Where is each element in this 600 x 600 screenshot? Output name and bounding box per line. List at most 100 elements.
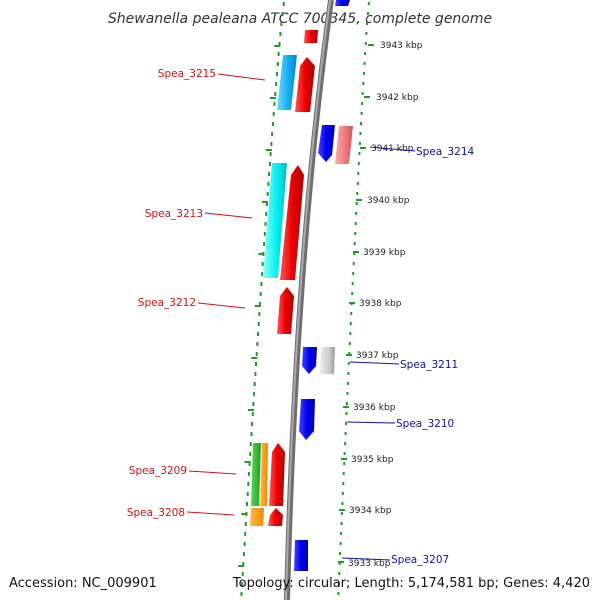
gene-arrow[interactable] xyxy=(335,0,350,6)
tick-label: 3937 kbp xyxy=(356,351,399,361)
gene-label[interactable]: Spea_3208 xyxy=(127,507,185,519)
gene-label[interactable]: Spea_3209 xyxy=(129,465,187,477)
guide-dot xyxy=(246,492,249,496)
gene-block-spea-3208[interactable] xyxy=(250,508,264,526)
gene-arrow-spea-3209[interactable] xyxy=(269,443,285,506)
gene-label[interactable]: Spea_3207 xyxy=(391,554,449,566)
guide-dot xyxy=(254,372,257,376)
guide-dot xyxy=(256,342,259,346)
guide-dot xyxy=(356,192,359,195)
gene-block-spea-3211[interactable] xyxy=(320,347,335,374)
guide-dot xyxy=(281,12,284,16)
guide-dot xyxy=(342,482,345,485)
gene-label[interactable]: Spea_3215 xyxy=(158,68,216,80)
gene-block-spea-3209[interactable] xyxy=(251,443,261,506)
guide-dot xyxy=(261,262,264,266)
guide-dot xyxy=(362,72,365,75)
gene-label[interactable]: Spea_3211 xyxy=(400,359,458,371)
guide-dot xyxy=(358,152,361,155)
gene-arrow-spea-3215[interactable] xyxy=(295,57,315,112)
guide-dot xyxy=(346,392,349,395)
guide-dot xyxy=(361,102,364,105)
guide-dot xyxy=(340,522,343,525)
guide-dot xyxy=(358,142,361,145)
guide-dot xyxy=(351,282,354,285)
tick-label: 3940 kbp xyxy=(367,196,410,206)
guide-tick xyxy=(269,97,276,99)
gene-label[interactable]: Spea_3213 xyxy=(145,208,203,220)
guide-dot xyxy=(343,452,346,455)
guide-dot xyxy=(244,532,247,536)
gene-label[interactable]: Spea_3214 xyxy=(416,146,475,158)
guide-dot xyxy=(259,292,262,296)
guide-dot xyxy=(342,472,345,475)
guide-dot xyxy=(249,442,252,446)
guide-dot xyxy=(364,52,367,55)
gene-block-spea-3215[interactable] xyxy=(277,55,297,110)
guide-dot xyxy=(270,142,273,146)
guide-dot xyxy=(259,302,261,306)
guide-dot xyxy=(350,312,353,315)
guide-dot xyxy=(365,32,368,35)
guide-dot xyxy=(250,432,253,436)
guide-dot xyxy=(266,192,269,196)
gene-label[interactable]: Spea_3212 xyxy=(138,297,196,309)
gene-arrow-spea-3213[interactable] xyxy=(280,165,304,280)
guide-dot xyxy=(353,242,356,245)
gene-arrow-spea-3212[interactable] xyxy=(277,287,294,334)
guide-dot xyxy=(241,582,244,586)
guide-dot xyxy=(349,332,352,335)
tick-label: 3934 kbp xyxy=(349,506,392,516)
guide-dot xyxy=(345,422,347,425)
guide-dot xyxy=(246,502,248,506)
guide-dot xyxy=(356,182,359,185)
accession-label: Accession: NC_009901 xyxy=(9,576,157,591)
guide-dot xyxy=(339,542,342,545)
guide-dot xyxy=(268,172,271,176)
guide-dot xyxy=(269,152,272,156)
guide-tick xyxy=(254,305,261,307)
guide-dot xyxy=(341,492,344,495)
guide-dot xyxy=(347,372,350,375)
guide-dot xyxy=(263,242,266,246)
gene-block-spea-3214[interactable] xyxy=(335,126,353,164)
gene-arrow-spea-3207[interactable] xyxy=(294,540,308,571)
guide-dot xyxy=(354,222,357,225)
gene-arrow-spea-3214[interactable] xyxy=(318,125,335,162)
gene-label[interactable]: Spea_3210 xyxy=(396,418,454,430)
guide-dot xyxy=(257,332,259,336)
tick-label: 3936 kbp xyxy=(353,403,396,413)
guide-dot xyxy=(363,62,366,65)
guide-dot xyxy=(247,472,250,476)
guide-dot xyxy=(272,112,275,116)
guide-dot xyxy=(357,162,360,165)
guide-dot xyxy=(243,542,246,546)
guide-dot xyxy=(361,92,364,95)
gene-block-spea-3209[interactable] xyxy=(260,443,268,506)
guide-dot xyxy=(264,222,267,226)
guide-dot xyxy=(282,2,285,6)
guide-dot xyxy=(247,482,250,486)
guide-dot xyxy=(337,582,340,585)
guide-tick xyxy=(251,357,258,359)
guide-dot xyxy=(354,232,357,235)
tick-label: 3933 kbp xyxy=(348,559,391,569)
guide-dot xyxy=(257,322,260,326)
guide-dot xyxy=(347,362,350,365)
guide-dot xyxy=(348,352,351,355)
guide-tick xyxy=(238,565,245,567)
guide-dot xyxy=(255,352,258,356)
gene-block-spea-3213[interactable] xyxy=(263,163,287,278)
guide-dot xyxy=(357,172,360,175)
guide-tick xyxy=(258,253,265,255)
gene-arrow-spea-3210[interactable] xyxy=(299,399,315,440)
genes xyxy=(250,0,353,571)
gene-arrow-spea-3208[interactable] xyxy=(268,508,283,526)
guide-dot xyxy=(355,212,358,215)
gene-arrow-spea-3211[interactable] xyxy=(302,347,317,374)
right-gene-labels: Spea_3214 Spea_3211 Spea_3210 Spea_3207 xyxy=(341,146,475,566)
guide-dot xyxy=(344,432,347,435)
left-gene-labels: Spea_3215 Spea_3213 Spea_3212 Spea_3209 … xyxy=(127,68,266,519)
gene-arrow[interactable] xyxy=(304,30,318,43)
guide-dot xyxy=(266,202,268,206)
